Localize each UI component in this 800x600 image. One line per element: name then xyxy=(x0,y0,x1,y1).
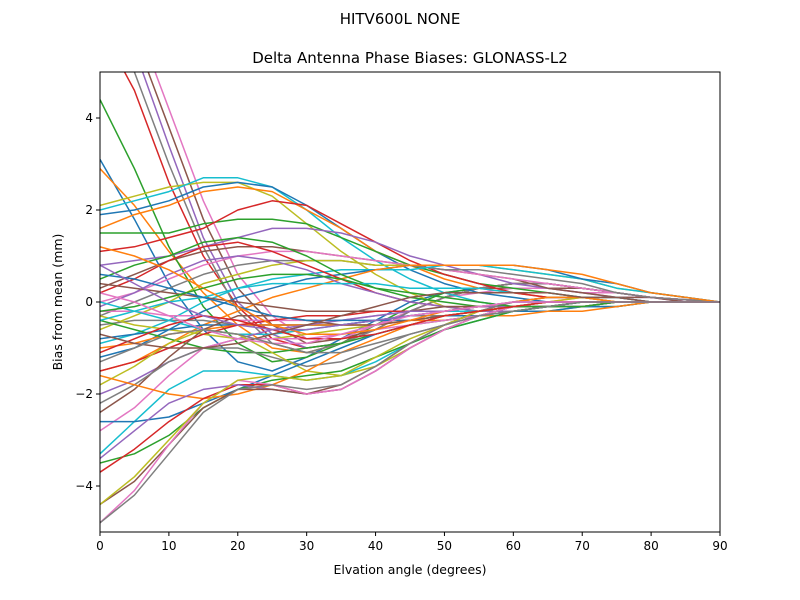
series-line-s56 xyxy=(100,292,720,349)
series-line-s37 xyxy=(100,301,720,432)
x-tick-label: 90 xyxy=(712,539,727,553)
x-tick-label: 30 xyxy=(299,539,314,553)
x-tick-label: 0 xyxy=(96,539,104,553)
y-axis: −4 −2 0 2 4 xyxy=(75,111,100,493)
y-tick-label: 4 xyxy=(85,111,93,125)
y-tick-label: 0 xyxy=(85,295,93,309)
series-line-s46 xyxy=(100,296,720,506)
x-tick-label: 70 xyxy=(575,539,590,553)
y-tick-label: 2 xyxy=(85,203,93,217)
y-tick-label: −2 xyxy=(75,387,93,401)
series-layer xyxy=(100,72,720,524)
series-line-s58 xyxy=(100,301,720,363)
x-tick-label: 60 xyxy=(506,539,521,553)
x-tick-label: 40 xyxy=(368,539,383,553)
series-line-s20 xyxy=(100,264,720,345)
series-line-s49 xyxy=(100,296,720,505)
series-line-s12 xyxy=(100,186,720,303)
series-line-s04 xyxy=(123,72,720,349)
x-axis-label: Elvation angle (degrees) xyxy=(333,562,486,577)
series-line-s25 xyxy=(100,255,720,312)
x-axis: 0 10 20 30 40 50 60 70 80 90 xyxy=(96,532,728,553)
x-tick-label: 80 xyxy=(643,539,658,553)
y-tick-label: −4 xyxy=(75,479,93,493)
chart-title: Delta Antenna Phase Biases: GLONASS-L2 xyxy=(252,49,568,67)
y-axis-label: Bias from mean (mm) xyxy=(50,234,65,371)
chart-suptitle: HITV600L NONE xyxy=(340,10,461,28)
x-tick-label: 10 xyxy=(161,539,176,553)
x-tick-label: 50 xyxy=(437,539,452,553)
x-tick-label: 20 xyxy=(230,539,245,553)
series-line-s11 xyxy=(100,181,720,303)
